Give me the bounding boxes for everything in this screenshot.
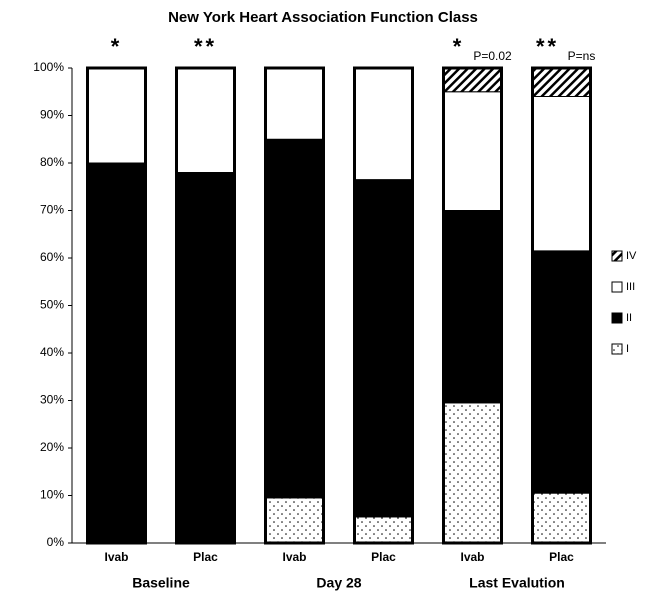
significance-marker: ** — [536, 34, 559, 59]
bar-segment — [443, 91, 502, 211]
bar-segment — [354, 67, 413, 181]
bar-segment — [443, 402, 502, 544]
bar-segment — [354, 516, 413, 544]
legend-swatch — [611, 281, 623, 293]
y-tick-label: 10% — [40, 488, 64, 502]
x-tick-label: Ivab — [104, 550, 128, 564]
bar-segment — [176, 67, 235, 173]
bar-outline — [353, 66, 414, 545]
bar-segment — [443, 210, 502, 404]
legend-swatch — [611, 343, 623, 355]
y-tick-label: 70% — [40, 203, 64, 217]
bar-segment — [354, 179, 413, 518]
x-tick-label: Ivab — [460, 550, 484, 564]
legend-label: IV — [626, 250, 637, 262]
y-tick-label: 30% — [40, 393, 64, 407]
significance-marker: ** — [194, 34, 217, 59]
y-tick-label: 60% — [40, 250, 64, 264]
y-tick-label: 80% — [40, 155, 64, 169]
group-label: Last Evalution — [469, 575, 565, 591]
bar-segment — [532, 96, 591, 252]
bar-outline — [531, 66, 592, 545]
bar-outline — [442, 66, 503, 545]
group-label: Day 28 — [316, 575, 361, 591]
y-tick-label: 90% — [40, 108, 64, 122]
bar-segment — [176, 172, 235, 544]
bar-segment — [87, 162, 146, 544]
group-label: Baseline — [132, 575, 190, 591]
significance-marker: * — [111, 34, 123, 59]
y-tick-label: 40% — [40, 345, 64, 359]
legend-swatch — [611, 312, 623, 324]
y-tick-label: 50% — [40, 298, 64, 312]
bar-segment — [87, 67, 146, 164]
legend-swatch — [611, 250, 623, 262]
bar-segment — [265, 497, 324, 544]
y-tick-label: 20% — [40, 440, 64, 454]
bar-segment — [532, 492, 591, 544]
significance-marker: * — [453, 34, 465, 59]
x-tick-label: Plac — [193, 550, 218, 564]
x-tick-label: Ivab — [282, 550, 306, 564]
bar-segment — [532, 250, 591, 494]
bar-outline — [175, 66, 236, 545]
bar-segment — [265, 138, 324, 499]
legend-label: III — [626, 281, 635, 293]
legend-label: II — [626, 312, 632, 324]
bar-segment — [443, 67, 502, 93]
bar-outline — [264, 66, 325, 545]
y-tick-label: 100% — [33, 60, 64, 74]
y-tick-label: 0% — [47, 535, 65, 549]
bar-outline — [86, 66, 147, 545]
p-value-label: P=ns — [568, 49, 596, 63]
bar-segment — [265, 67, 324, 140]
p-value-label: P=0.02 — [473, 49, 512, 63]
bar-segment — [532, 67, 591, 97]
x-tick-label: Plac — [371, 550, 396, 564]
x-tick-label: Plac — [549, 550, 574, 564]
chart-title: New York Heart Association Function Clas… — [168, 9, 478, 26]
legend-label: I — [626, 343, 629, 355]
